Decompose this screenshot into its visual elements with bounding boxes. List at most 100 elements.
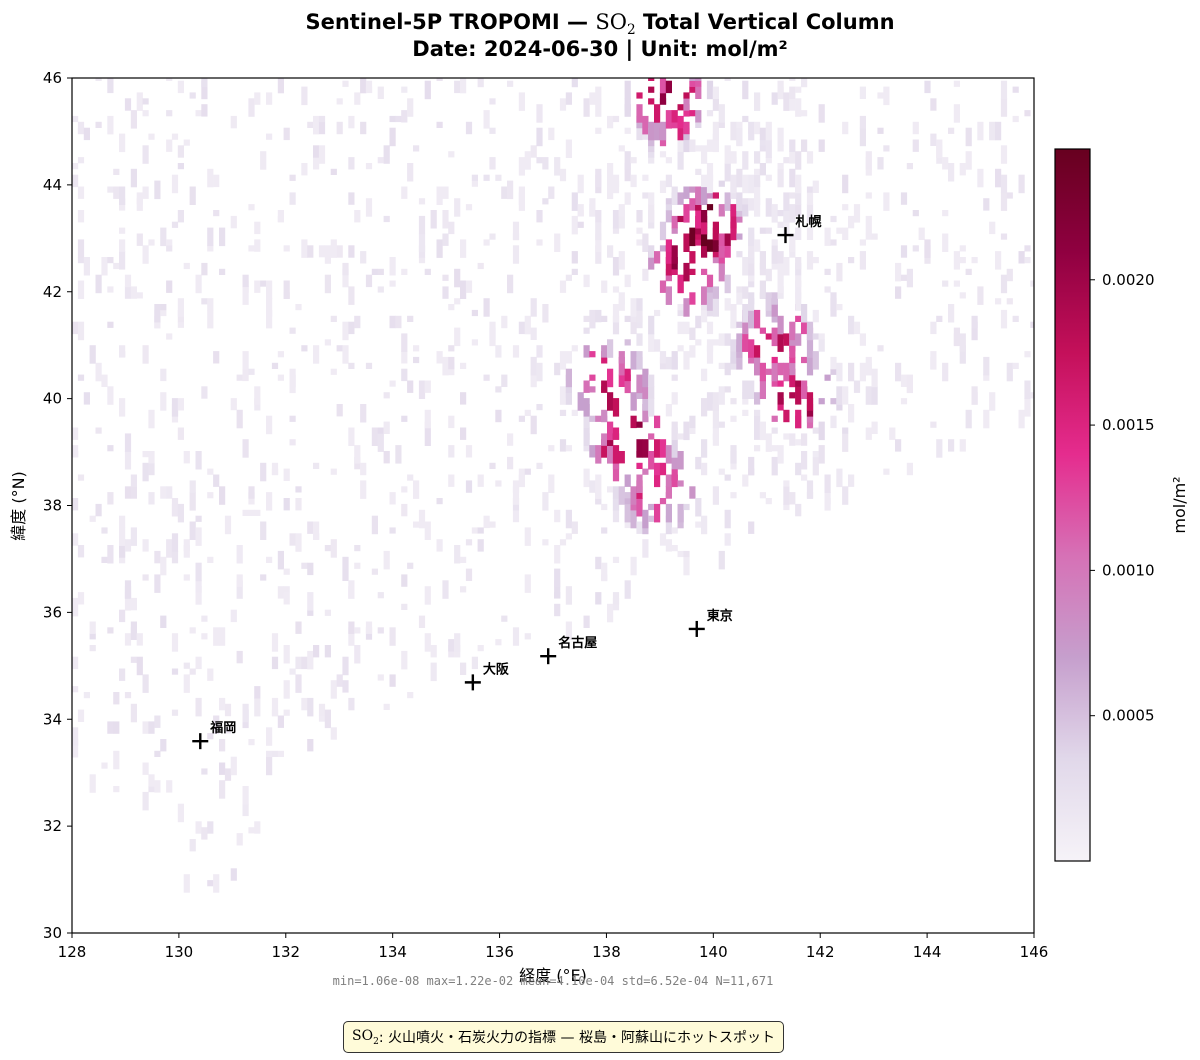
heatmap-cell: [418, 380, 426, 399]
heatmap-cell: [360, 121, 367, 135]
heatmap-cell: [254, 239, 261, 252]
heatmap-cell: [424, 268, 431, 275]
heatmap-cell: [642, 439, 649, 458]
heatmap-cell: [624, 168, 631, 182]
heatmap-cell: [618, 374, 625, 387]
heatmap-cell: [318, 715, 326, 722]
heatmap-cell: [859, 115, 866, 129]
heatmap-cell: [742, 321, 749, 335]
heatmap-cell: [248, 204, 255, 211]
heatmap-cell: [160, 392, 167, 411]
heatmap-cell: [754, 92, 761, 111]
heatmap-cell: [77, 321, 85, 341]
heatmap-cell: [659, 121, 667, 141]
heatmap-cell: [777, 274, 784, 294]
heatmap-cell: [748, 292, 755, 311]
heatmap-cell: [289, 327, 296, 334]
heatmap-cell: [248, 368, 255, 375]
heatmap-cell: [701, 462, 708, 476]
heatmap-cell: [295, 486, 302, 493]
x-axis-label: 経度 (°E): [519, 966, 587, 985]
heatmap-cell: [624, 474, 631, 487]
heatmap-cell: [77, 280, 85, 299]
heatmap-cell: [730, 415, 737, 422]
heatmap-cell: [777, 127, 784, 147]
heatmap-cell: [348, 157, 355, 170]
heatmap-cell: [701, 215, 708, 235]
heatmap-cell: [383, 550, 390, 570]
heatmap-cell: [789, 192, 796, 199]
heatmap-cell: [795, 86, 802, 93]
heatmap-cell: [671, 245, 678, 264]
heatmap-cell: [195, 110, 202, 117]
heatmap-cell: [730, 309, 737, 329]
heatmap-cell: [842, 427, 849, 434]
heatmap-cell: [936, 139, 943, 158]
heatmap-cell: [724, 145, 731, 164]
heatmap-cell: [171, 221, 179, 228]
heatmap-cell: [595, 210, 602, 223]
heatmap-cell: [736, 292, 743, 305]
heatmap-cell: [124, 580, 132, 599]
heatmap-cell: [665, 110, 672, 129]
heatmap-cell: [706, 392, 714, 411]
heatmap-cell: [742, 174, 749, 194]
heatmap-cell: [177, 298, 184, 317]
heatmap-cell: [207, 492, 214, 499]
heatmap-cell: [489, 127, 496, 134]
heatmap-cell: [759, 421, 766, 441]
heatmap-cell: [630, 157, 637, 164]
heatmap-cell: [295, 674, 302, 693]
heatmap-cell: [418, 615, 426, 628]
heatmap-cell: [365, 274, 373, 288]
heatmap-cell: [824, 492, 831, 511]
heatmap-cell: [554, 568, 561, 588]
heatmap-cell: [266, 492, 273, 511]
heatmap-cell: [683, 121, 690, 135]
heatmap-cell: [260, 151, 267, 170]
heatmap-cell: [195, 562, 202, 582]
heatmap-cell: [530, 145, 537, 158]
heatmap-cell: [89, 515, 96, 522]
heatmap-cell: [230, 215, 237, 229]
heatmap-cell: [801, 110, 808, 117]
heatmap-cell: [283, 245, 290, 252]
heatmap-cell: [460, 362, 467, 369]
heatmap-cell: [424, 409, 431, 429]
heatmap-cell: [360, 78, 367, 94]
heatmap-cell: [189, 521, 196, 540]
heatmap-cell: [636, 521, 643, 534]
heatmap-cell: [789, 356, 796, 364]
heatmap-cell: [906, 462, 913, 476]
heatmap-cell: [777, 392, 784, 405]
heatmap-cell: [806, 321, 814, 341]
heatmap-cell: [130, 110, 137, 129]
heatmap-cell: [559, 439, 567, 452]
heatmap-cell: [266, 727, 273, 746]
heatmap-cell: [865, 356, 872, 376]
heatmap-cell: [107, 445, 114, 452]
heatmap-cell: [665, 515, 672, 535]
colorbar-tick-label: 0.0020: [1102, 271, 1155, 289]
heatmap-cell: [354, 445, 361, 464]
heatmap-cell: [624, 192, 631, 205]
heatmap-cell: [254, 221, 261, 235]
heatmap-cell: [971, 386, 978, 405]
heatmap-cell: [948, 127, 955, 134]
heatmap-cell: [624, 127, 631, 134]
heatmap-cell: [124, 592, 132, 611]
heatmap-cell: [765, 227, 772, 234]
heatmap-cell: [266, 750, 273, 757]
heatmap-cell: [624, 368, 631, 382]
heatmap-cell: [536, 157, 543, 164]
heatmap-cell: [401, 86, 408, 93]
heatmap-cell: [377, 157, 384, 164]
heatmap-cell: [148, 786, 155, 793]
heatmap-cell: [583, 398, 590, 417]
heatmap-cell: [806, 392, 814, 411]
heatmap-cell: [706, 139, 714, 152]
heatmap-cell: [953, 104, 960, 123]
heatmap-cell: [718, 262, 725, 282]
heatmap-cell: [407, 163, 414, 182]
heatmap-cell: [277, 715, 284, 728]
